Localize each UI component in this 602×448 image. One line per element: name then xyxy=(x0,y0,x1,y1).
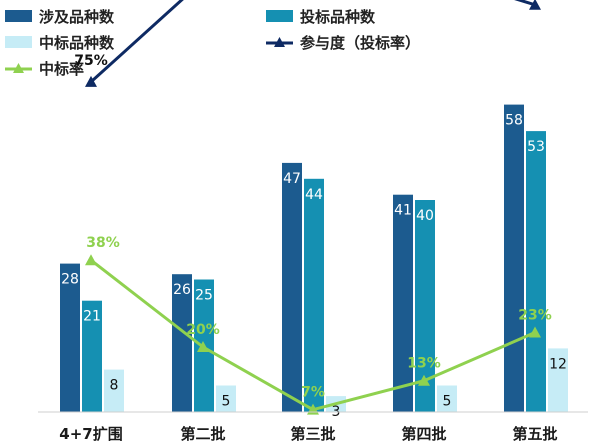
bar-value-label: 5 xyxy=(222,394,231,410)
bar xyxy=(172,274,192,412)
line-value-label: 20% xyxy=(186,322,220,338)
x-axis-tick-labels: 4+7扩围 第二批 第三批 第四批 第五批 xyxy=(59,425,557,443)
legend-item-series-1: 涉及品种数 xyxy=(5,8,115,26)
bar-value-label: 12 xyxy=(549,356,567,372)
legend-label: 投标品种数 xyxy=(300,8,376,26)
bar-value-label: 5 xyxy=(443,394,452,410)
bar-value-label: 40 xyxy=(416,208,434,224)
line-point-marker xyxy=(85,75,97,87)
bar xyxy=(304,178,324,412)
bar-value-label: 28 xyxy=(61,272,79,288)
line-value-label: 23% xyxy=(518,308,552,324)
legend-item-series-4: 参与度（投标率） xyxy=(266,34,420,52)
legend-label: 中标品种数 xyxy=(39,34,115,52)
bar-value-label: 58 xyxy=(505,113,523,129)
bar-series-2: 21 25 44 40 53 xyxy=(82,131,546,412)
line-series-4: 75%96%94%98%91% xyxy=(74,0,541,87)
bar-value-label: 25 xyxy=(195,288,213,304)
bar-value-label: 8 xyxy=(110,378,119,394)
bar xyxy=(282,162,302,412)
line-point-marker xyxy=(529,326,541,338)
legend-item-series-3: 中标品种数 xyxy=(5,34,115,52)
x-tick-label: 第三批 xyxy=(290,425,335,443)
bar xyxy=(437,385,457,412)
line-value-label: 75% xyxy=(74,53,108,69)
bar-value-label: 26 xyxy=(173,282,191,298)
bar-value-label: 47 xyxy=(283,171,301,187)
bar xyxy=(60,263,80,412)
bar xyxy=(526,131,546,412)
bar xyxy=(548,348,568,412)
legend-item-series-2: 投标品种数 xyxy=(266,8,376,26)
line-path xyxy=(89,0,536,84)
bar xyxy=(216,385,236,412)
legend-swatch xyxy=(5,10,32,22)
bar-value-label: 53 xyxy=(527,139,545,155)
line-point-marker xyxy=(85,254,97,266)
line-series-5: 38% 20% 7% 13% 23% xyxy=(85,235,552,415)
line-point-marker xyxy=(197,341,209,352)
line-point-marker xyxy=(418,374,430,386)
legend-item-series-5: 中标率 xyxy=(5,60,84,78)
bar-value-label: 41 xyxy=(394,203,412,219)
legend-label: 中标率 xyxy=(39,60,84,78)
line-value-label: 38% xyxy=(86,235,120,251)
x-tick-label: 第四批 xyxy=(401,425,446,443)
line-point-marker xyxy=(529,0,541,10)
legend-label: 涉及品种数 xyxy=(39,8,115,26)
bar xyxy=(504,104,524,412)
bar xyxy=(393,194,413,412)
bar-series: 28 26 47 41 58 21 25 44 40 538 53 5 12 xyxy=(60,104,568,420)
legend-swatch xyxy=(5,36,32,48)
x-tick-label: 4+7扩围 xyxy=(59,425,122,443)
bar xyxy=(415,200,435,412)
bar xyxy=(82,300,102,412)
line-value-label: 13% xyxy=(407,356,441,372)
bar xyxy=(104,369,124,412)
legend-swatch xyxy=(266,10,293,22)
line-series: 75%96%94%98%91% 38% 20% 7% 13% 23% xyxy=(74,0,552,415)
line-value-label: 7% xyxy=(301,385,325,401)
bar-value-label: 44 xyxy=(305,187,323,203)
legend-label: 参与度（投标率） xyxy=(300,34,420,52)
legend-triangle-marker xyxy=(274,37,285,47)
legend-triangle-marker xyxy=(13,63,24,73)
x-tick-label: 第五批 xyxy=(512,425,557,443)
bar-value-label: 21 xyxy=(83,309,101,325)
x-tick-label: 第二批 xyxy=(180,425,225,443)
